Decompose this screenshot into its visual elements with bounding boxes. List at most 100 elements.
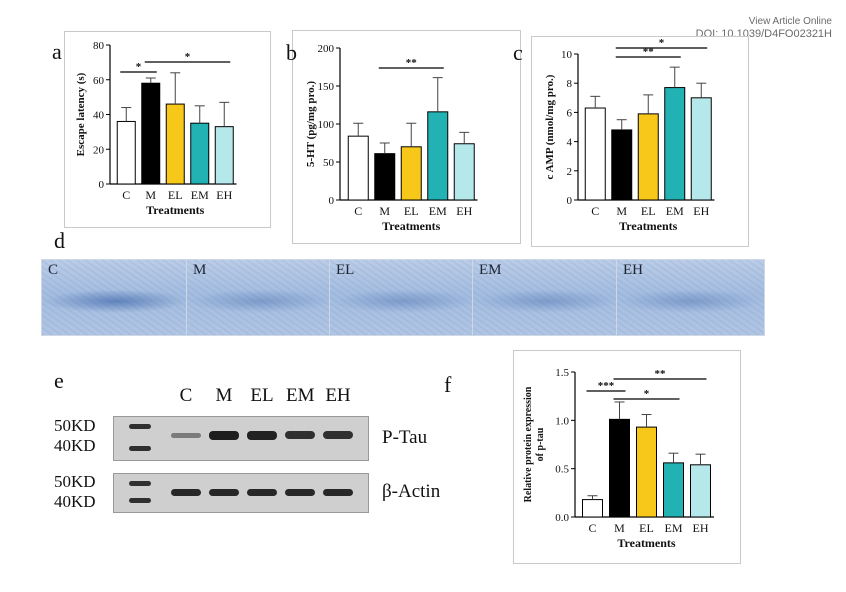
y-tick-label: 80	[93, 40, 105, 52]
y-tick-label: 2	[567, 166, 573, 178]
panel-b-frame	[292, 30, 521, 244]
significance-marker: *	[185, 51, 191, 63]
y-tick-label: 50	[323, 157, 335, 169]
ptau-band-EH	[323, 431, 353, 439]
ladder-band	[129, 481, 151, 486]
panel-f-frame	[513, 350, 741, 564]
bar-EM	[190, 122, 210, 185]
y-tick-label: 0.0	[555, 512, 569, 524]
x-tick-label-C: C	[588, 521, 596, 535]
bar-EL	[400, 146, 422, 201]
doi-text: DOI: 10.1039/D4FO02321H	[695, 28, 832, 40]
chart-c-camp: 0 2 4 6 8 10 C M EL EM EH Treatments c AMP (nmol/mg …	[544, 37, 715, 233]
x-tick-label-EM: EM	[666, 204, 684, 218]
micrograph-C: C	[41, 259, 190, 336]
marker-40kd-actin: 40KD	[54, 492, 96, 511]
bar-EH	[214, 126, 234, 185]
x-axis-label: Treatments	[617, 536, 676, 550]
y-tick-label: 8	[567, 78, 573, 90]
y-tick-label: 0	[567, 195, 573, 207]
actin-band-M	[209, 489, 239, 496]
bar-EH	[690, 464, 711, 518]
significance-marker: *	[659, 37, 665, 49]
x-tick-label-C: C	[354, 204, 362, 218]
ladder-band	[129, 498, 151, 503]
actin-band-EH	[323, 489, 353, 496]
bar-M	[611, 129, 633, 201]
view-article-online-link[interactable]: View Article Online	[748, 16, 832, 27]
y-tick-label: 40	[93, 110, 105, 122]
x-tick-label-EM: EM	[191, 188, 209, 202]
significance-marker: *	[136, 61, 142, 73]
micrograph-EL: EL	[329, 259, 478, 336]
y-tick-label: 60	[93, 75, 105, 87]
x-tick-label-EH: EH	[216, 188, 232, 202]
y-tick-label: 4	[567, 137, 573, 149]
lane-label-C: C	[179, 385, 193, 406]
marker-50kd-actin: 50KD	[54, 472, 96, 491]
x-tick-label-M: M	[616, 204, 627, 218]
micrograph-EH: EH	[616, 259, 765, 336]
micrograph-label-M: M	[193, 262, 207, 278]
bar-EL	[165, 103, 185, 185]
y-axis-label: Relative protein expressionof p-tau	[523, 386, 546, 502]
x-axis-label: Treatments	[146, 203, 205, 217]
y-tick-label: 150	[318, 81, 335, 93]
bar-C	[582, 499, 603, 518]
x-tick-label-M: M	[379, 204, 390, 218]
chart-a-escape-latency: 0 20 40 60 80 C M EL EM EH Treatments Escape latenc…	[75, 40, 237, 217]
bar-EM	[663, 462, 684, 518]
x-tick-label-EM: EM	[665, 521, 683, 535]
actin-band-C	[171, 489, 201, 496]
bar-EL	[637, 113, 659, 201]
micrograph-M: M	[186, 259, 335, 336]
significance-marker: **	[655, 368, 667, 380]
significance-marker: ***	[598, 380, 615, 392]
y-axis-label: Escape latency (s)	[75, 72, 87, 156]
y-tick-label: 10	[561, 49, 573, 61]
bar-EM	[427, 111, 449, 201]
marker-40kd-ptau: 40KD	[54, 436, 96, 455]
bar-M	[609, 418, 630, 518]
x-tick-label-EL: EL	[404, 204, 419, 218]
bar-EM	[664, 87, 686, 201]
article-header: View Article Online DOI: 10.1039/D4FO023…	[696, 16, 832, 41]
x-tick-label-EH: EH	[693, 521, 709, 535]
band-label-ptau: P-Tau	[382, 427, 428, 448]
panel-label-f: f	[444, 372, 452, 397]
ptau-band-M	[209, 430, 239, 440]
actin-band-EL	[247, 489, 277, 496]
y-axis-label: c AMP (nmol/mg pro.)	[544, 74, 556, 179]
x-tick-label-EH: EH	[693, 204, 709, 218]
bar-EL	[636, 426, 657, 518]
y-tick-label: 0.5	[555, 464, 569, 476]
x-tick-label-C: C	[591, 204, 599, 218]
micrograph-label-EM: EM	[479, 262, 502, 278]
bar-C	[347, 135, 369, 201]
ptau-band-EM	[285, 431, 315, 439]
ladder-band	[129, 424, 151, 429]
panel-label-e: e	[54, 368, 64, 393]
bar-C	[584, 107, 606, 201]
ptau-band-EL	[247, 430, 277, 440]
bar-M	[141, 82, 161, 185]
x-tick-label-EM: EM	[429, 204, 447, 218]
band-label-actin: β-Actin	[382, 481, 441, 502]
y-tick-label: 0	[329, 195, 335, 207]
y-tick-label: 1.5	[555, 367, 569, 379]
x-tick-label-EH: EH	[456, 204, 472, 218]
micrograph-label-EH: EH	[623, 262, 643, 278]
x-axis-label: Treatments	[382, 219, 441, 233]
significance-marker: *	[644, 388, 650, 400]
bar-EH	[453, 143, 475, 201]
panel-label-a: a	[52, 39, 62, 64]
panel-a-frame	[64, 31, 271, 228]
chart-f-ptau: 0.0 0.5 1.0 1.5 C M EL EM EH Treatments Relative p…	[523, 367, 714, 550]
x-tick-label-EL: EL	[639, 521, 654, 535]
micrograph-label-EL: EL	[336, 262, 355, 278]
y-tick-label: 0	[99, 179, 105, 191]
significance-marker: **	[406, 57, 418, 69]
y-tick-label: 200	[318, 43, 335, 55]
x-tick-label-M: M	[614, 521, 625, 535]
panel-c-frame	[531, 36, 749, 247]
